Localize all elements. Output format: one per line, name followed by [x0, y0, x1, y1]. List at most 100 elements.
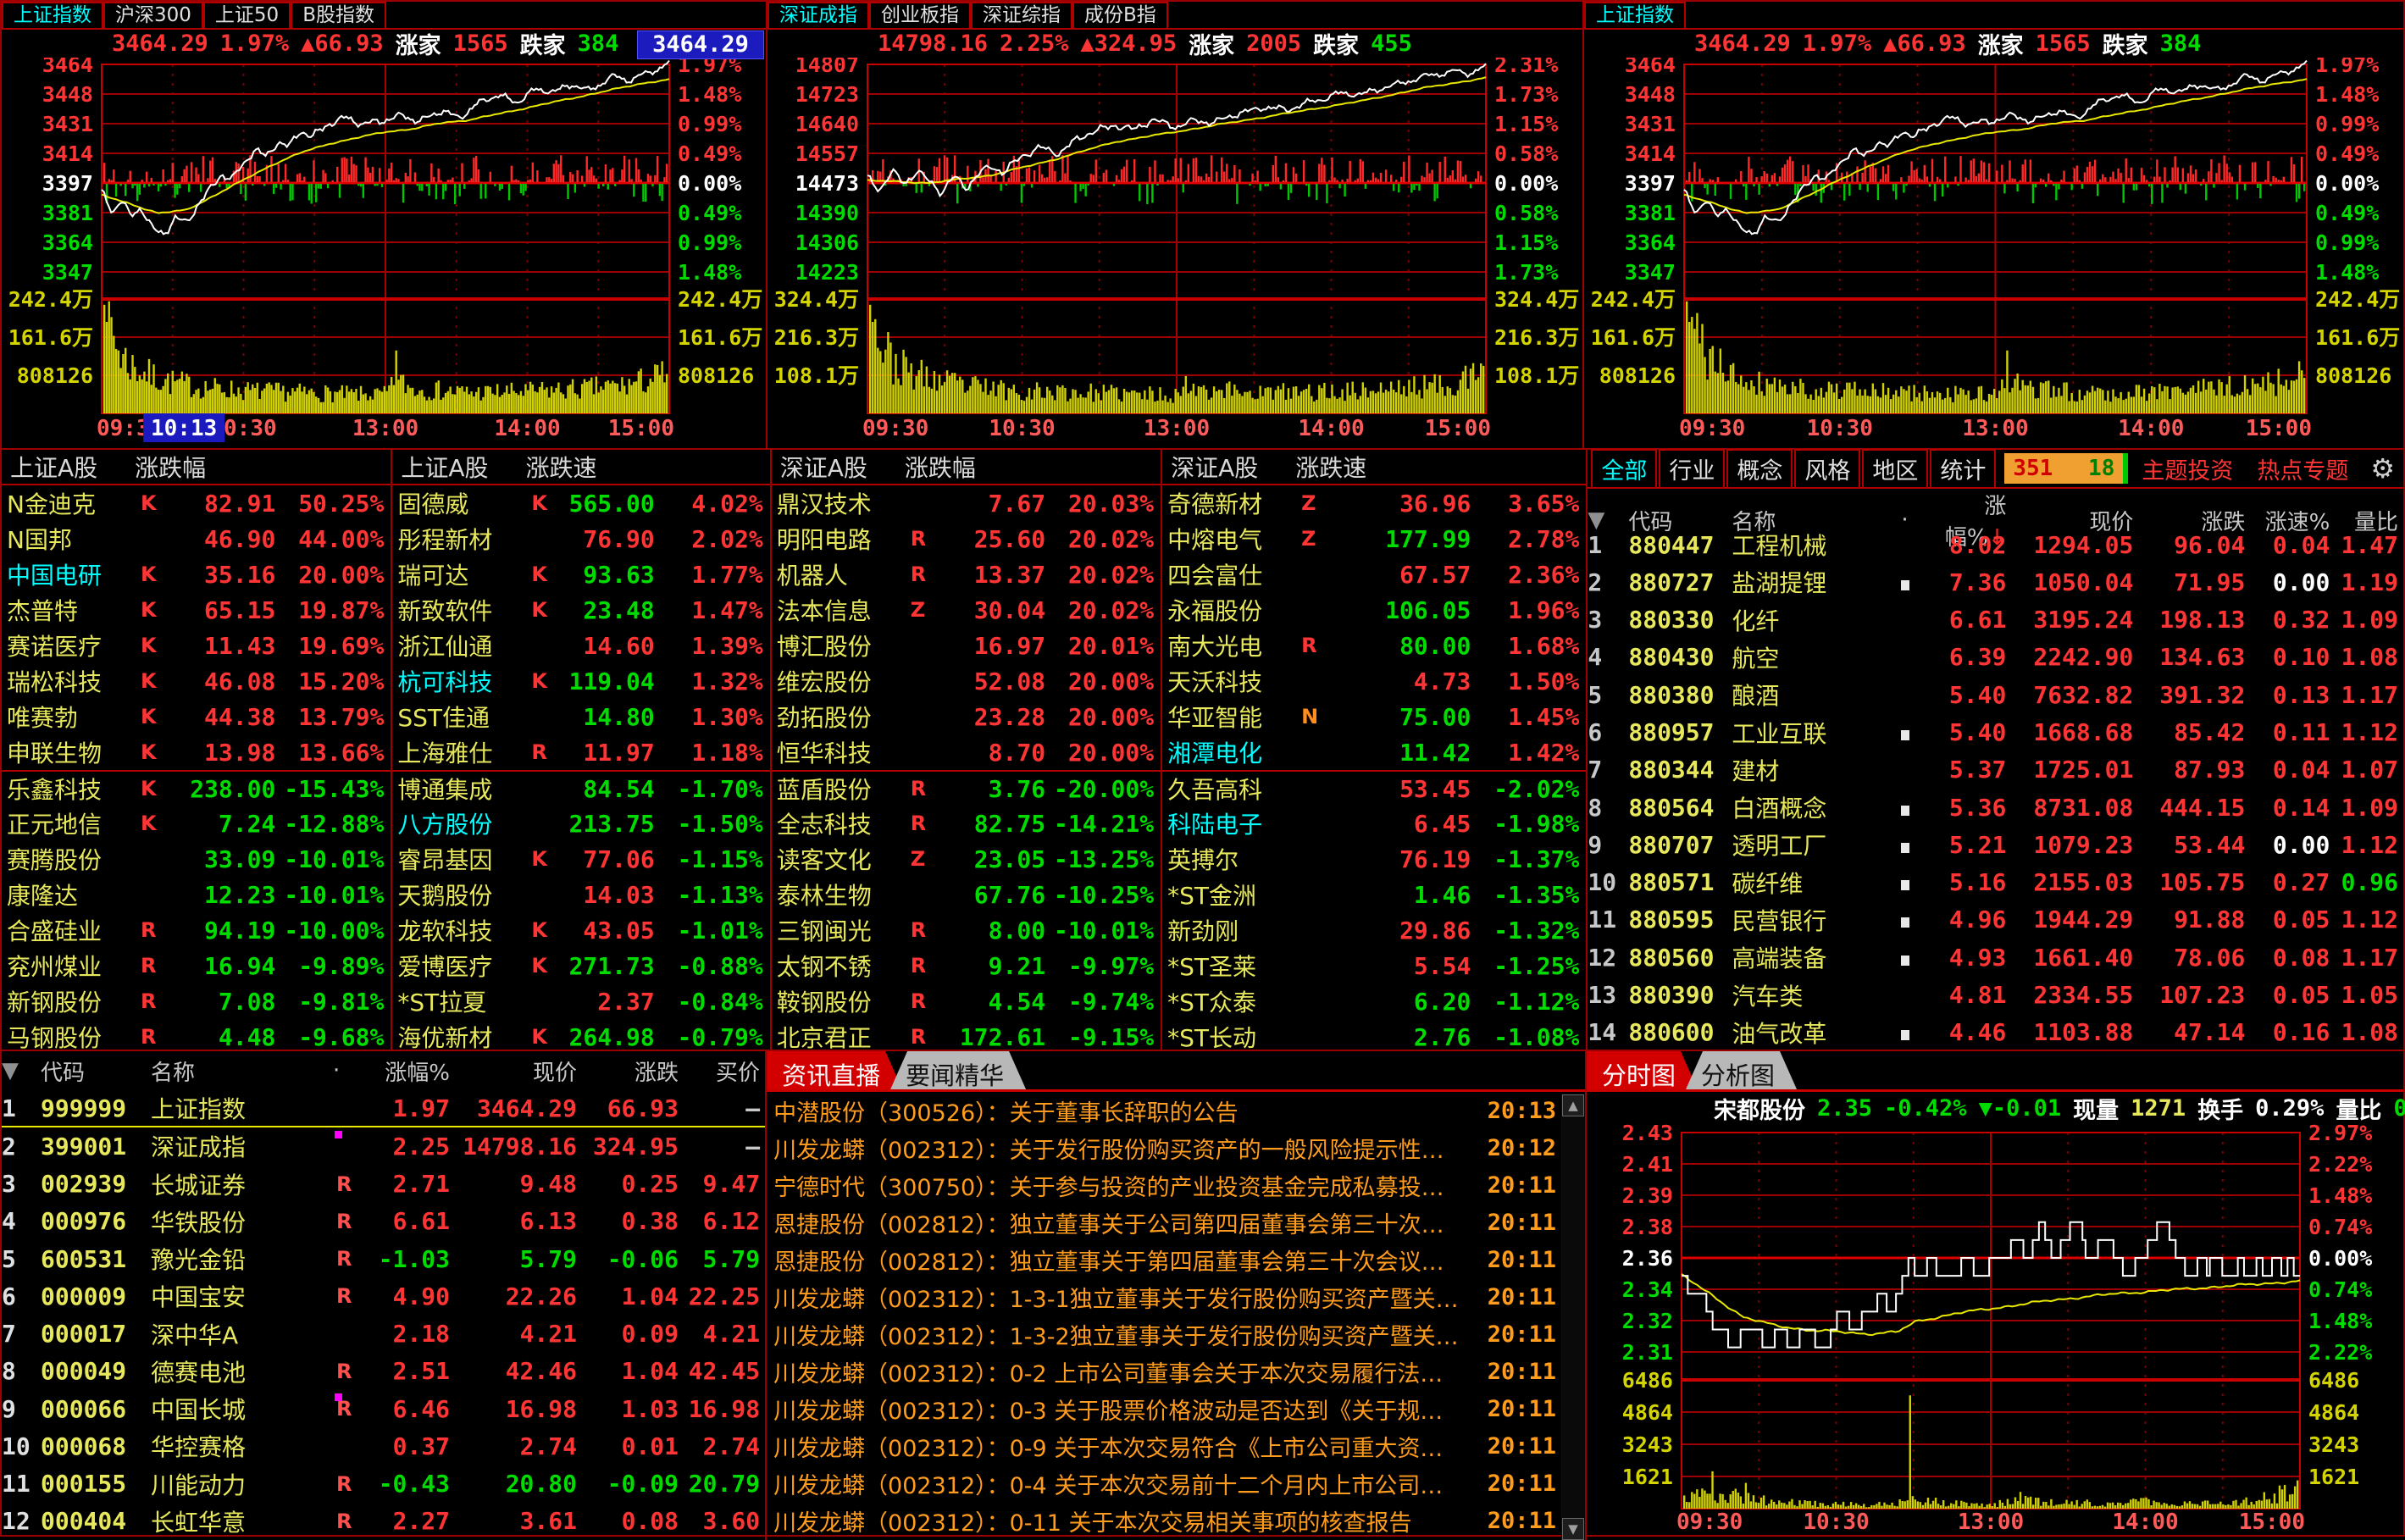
list-item[interactable]: 彤程新材 76.90 2.02% — [392, 521, 769, 557]
scroll-up-icon[interactable]: ▲ — [1562, 1094, 1584, 1116]
tab-B股指数[interactable]: B股指数 — [291, 2, 386, 28]
list-item[interactable]: 鞍钢股份 R 4.54 -9.74% — [772, 983, 1161, 1019]
list-item[interactable]: 读客文化 Z 23.05 -13.25% — [772, 841, 1161, 877]
column-header[interactable]: 代码 — [1628, 509, 1673, 535]
table-row[interactable]: 6 880957 工业互联 5.40 1668.68 85.42 0.11 1.12 — [1588, 713, 2403, 751]
column-header[interactable]: ▼ — [2, 1058, 19, 1083]
table-row[interactable]: 9 880707 透明工厂 5.21 1079.23 53.44 0.00 1.12 — [1588, 826, 2403, 863]
list-item[interactable]: 永福股份 106.05 1.96% — [1162, 592, 1586, 628]
list-item[interactable]: 天鹅股份 14.03 -1.13% — [392, 877, 769, 912]
sector-tab-地区[interactable]: 地区 — [1862, 448, 1929, 489]
list-item[interactable]: 恒华科技 8.70 20.00% — [772, 734, 1161, 770]
list-item[interactable]: 瑞可达 K 93.63 1.77% — [392, 557, 769, 592]
column-header[interactable]: 涨跌 — [634, 1060, 679, 1086]
column-header[interactable]: 涨速% — [2264, 509, 2330, 535]
tab-上证指数[interactable]: 上证指数 — [1584, 2, 1686, 28]
list-item[interactable]: 华亚智能 N 75.00 1.45% — [1162, 699, 1586, 734]
column-header[interactable]: 代码 — [41, 1060, 86, 1086]
list-item[interactable]: N国邦 46.90 44.00% — [2, 521, 391, 557]
column-header[interactable]: 名称 — [151, 1060, 196, 1086]
scrollbar[interactable]: ▲ ▼ — [1561, 1094, 1585, 1540]
list-item[interactable]: 天沃科技 4.73 1.50% — [1162, 663, 1586, 699]
sector-tab-统计[interactable]: 统计 — [1930, 448, 1997, 489]
table-row[interactable]: 3 880330 化纤 6.61 3195.24 198.13 0.32 1.09 — [1588, 601, 2403, 639]
news-item[interactable]: 川发龙蟒（002312）：0-11 关于本次交易相关事项的核查报告 20:11 — [767, 1503, 1560, 1540]
list-item[interactable]: 泰林生物 67.76 -10.25% — [772, 877, 1161, 912]
list-item[interactable]: *ST长动 2.76 -1.08% — [1162, 1019, 1586, 1055]
table-row[interactable]: 7 880344 建材 5.37 1725.01 87.93 0.04 1.07 — [1588, 751, 2403, 789]
intraday-chart[interactable]: 3464 1.97% 3448 1.48% 3431 0.99% 3414 0.49% 3397… — [1584, 58, 2403, 448]
table-row[interactable]: 9 000066 中国长城 R 6.46 16.98 1.03 16.98 — [2, 1390, 765, 1427]
list-item[interactable]: 合盛硅业 R 94.19 -10.00% — [2, 912, 391, 948]
list-item[interactable]: 乐鑫科技 K 238.00 -15.43% — [2, 770, 391, 806]
news-item[interactable]: 恩捷股份（002812）：独立董事关于第四届董事会第三十次会议… 20:11 — [767, 1241, 1560, 1278]
list-item[interactable]: 劲拓股份 23.28 20.00% — [772, 699, 1161, 734]
column-header[interactable]: 现价 — [532, 1060, 577, 1086]
table-row[interactable]: 1 880447 工程机械 8.02 1294.05 96.04 0.04 1.47 — [1588, 526, 2403, 563]
list-item[interactable]: 海优新材 K 264.98 -0.79% — [392, 1019, 769, 1055]
news-item[interactable]: 川发龙蟒（002312）：0-3 关于股票价格波动是否达到《关于规… 20:11 — [767, 1391, 1560, 1428]
list-item[interactable]: 鼎汉技术 7.67 20.03% — [772, 485, 1161, 521]
list-item[interactable]: 杭可科技 K 119.04 1.32% — [392, 663, 769, 699]
list-item[interactable]: 康隆达 12.23 -10.01% — [2, 877, 391, 912]
column-header[interactable]: 涨跌 — [2201, 509, 2246, 535]
link-主题投资[interactable]: 主题投资 — [2142, 457, 2234, 485]
table-row[interactable]: 10 880571 碳纤维 5.16 2155.03 105.75 0.27 0.96 — [1588, 864, 2403, 901]
table-row[interactable]: 12 000404 长虹华意 R 2.27 3.61 0.08 3.60 — [2, 1503, 765, 1540]
table-row[interactable]: 6 000009 中国宝安 R 4.90 22.26 1.04 22.25 — [2, 1277, 765, 1315]
table-row[interactable]: 11 880595 民营银行 4.96 1944.29 91.88 0.05 1.12 — [1588, 901, 2403, 939]
intraday-chart[interactable]: 3464 1.97% 3448 1.48% 3431 0.99% 3414 0.49% 3397… — [2, 58, 766, 448]
list-item[interactable]: 科陆电子 6.45 -1.98% — [1162, 806, 1586, 841]
tab-深证成指[interactable]: 深证成指 — [767, 2, 869, 28]
news-tab-要闻精华[interactable]: 要闻精华 — [890, 1051, 1026, 1089]
list-item[interactable]: 维宏股份 52.08 20.00% — [772, 663, 1161, 699]
list-item[interactable]: 新劲刚 29.86 -1.32% — [1162, 912, 1586, 948]
tab-深证综指[interactable]: 深证综指 — [971, 2, 1072, 28]
list-item[interactable]: 新致软件 K 23.48 1.47% — [392, 592, 769, 628]
table-row[interactable]: 7 000017 深中华A 2.18 4.21 0.09 4.21 — [2, 1316, 765, 1353]
list-item[interactable]: 龙软科技 K 43.05 -1.01% — [392, 912, 769, 948]
list-item[interactable]: 三钢闽光 R 8.00 -10.01% — [772, 912, 1161, 948]
tab-分析图[interactable]: 分析图 — [1686, 1051, 1797, 1089]
table-row[interactable]: 8 880564 白酒概念 5.36 8731.08 444.15 0.14 1.09 — [1588, 789, 2403, 826]
tab-创业板指[interactable]: 创业板指 — [869, 2, 971, 28]
table-row[interactable]: 1 999999 上证指数 1.97 3464.29 66.93 — — [2, 1090, 766, 1128]
gear-icon[interactable]: ⚙ — [2370, 452, 2395, 485]
list-item[interactable]: 唯赛勃 K 44.38 13.79% — [2, 699, 391, 734]
list-item[interactable]: 赛诺医疗 K 11.43 19.69% — [2, 628, 391, 663]
list-item[interactable]: 申联生物 K 13.98 13.66% — [2, 734, 391, 770]
sector-tab-全部[interactable]: 全部 — [1591, 448, 1658, 489]
list-item[interactable]: 博通集成 84.54 -1.70% — [392, 770, 770, 806]
column-header[interactable]: · — [1901, 507, 1909, 533]
news-item[interactable]: 川发龙蟒（002312）：0-2 上市公司董事会关于本次交易履行法… 20:11 — [767, 1354, 1560, 1391]
list-item[interactable]: N金迪克 K 82.91 50.25% — [2, 485, 391, 521]
list-item[interactable]: 睿昂基因 K 77.06 -1.15% — [392, 841, 769, 877]
column-header[interactable]: · — [333, 1058, 341, 1083]
list-item[interactable]: *ST拉夏 2.37 -0.84% — [392, 983, 769, 1019]
news-item[interactable]: 中潜股份（300526）：关于董事长辞职的公告 20:13 — [767, 1092, 1560, 1129]
list-item[interactable]: *ST圣莱 5.54 -1.25% — [1162, 948, 1586, 983]
tab-成份B指[interactable]: 成份B指 — [1072, 2, 1168, 28]
list-item[interactable]: 杰普特 K 65.15 19.87% — [2, 592, 391, 628]
column-header[interactable]: 名称 — [1732, 509, 1776, 535]
list-item[interactable]: 全志科技 R 82.75 -14.21% — [772, 806, 1161, 841]
column-header[interactable]: 现价 — [2089, 509, 2134, 535]
list-item[interactable]: 瑞松科技 K 46.08 15.20% — [2, 663, 391, 699]
sector-tab-风格[interactable]: 风格 — [1794, 448, 1861, 489]
list-item[interactable]: 爱博医疗 K 271.73 -0.88% — [392, 948, 769, 983]
column-header[interactable]: 涨幅%↓ — [1944, 494, 2007, 551]
list-item[interactable]: 北京君正 R 172.61 -9.15% — [772, 1019, 1161, 1055]
table-row[interactable]: 13 880390 汽车类 4.81 2334.55 107.23 0.05 1.05 — [1588, 976, 2403, 1013]
tab-分时图[interactable]: 分时图 — [1587, 1051, 1698, 1089]
table-row[interactable]: 14 880600 油气改革 4.46 1103.88 47.14 0.16 1.08 — [1588, 1014, 2403, 1051]
list-item[interactable]: 蓝盾股份 R 3.76 -20.00% — [771, 770, 1161, 806]
list-item[interactable]: 明阳电路 R 25.60 20.02% — [772, 521, 1161, 557]
scroll-down-icon[interactable]: ▼ — [1562, 1518, 1584, 1540]
table-row[interactable]: 2 880727 盐湖提锂 7.36 1050.04 71.95 0.00 1.19 — [1588, 563, 2403, 601]
list-item[interactable]: 湘潭电化 11.42 1.42% — [1162, 734, 1586, 770]
list-item[interactable]: 八方股份 213.75 -1.50% — [392, 806, 769, 841]
sector-tab-概念[interactable]: 概念 — [1726, 448, 1793, 489]
news-item[interactable]: 川发龙蟒（002312）：0-4 关于本次交易前十二个月内上市公司… 20:11 — [767, 1465, 1560, 1503]
table-row[interactable]: 4 000976 华铁股份 R 6.61 6.13 0.38 6.12 — [2, 1203, 765, 1240]
list-item[interactable]: 马钢股份 R 4.48 -9.68% — [2, 1019, 391, 1055]
